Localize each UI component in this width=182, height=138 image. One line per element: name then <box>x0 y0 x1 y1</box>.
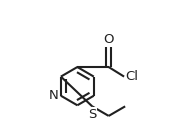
Text: S: S <box>88 108 96 121</box>
Text: N: N <box>48 89 58 102</box>
Text: O: O <box>103 33 114 46</box>
Text: Cl: Cl <box>126 70 139 83</box>
